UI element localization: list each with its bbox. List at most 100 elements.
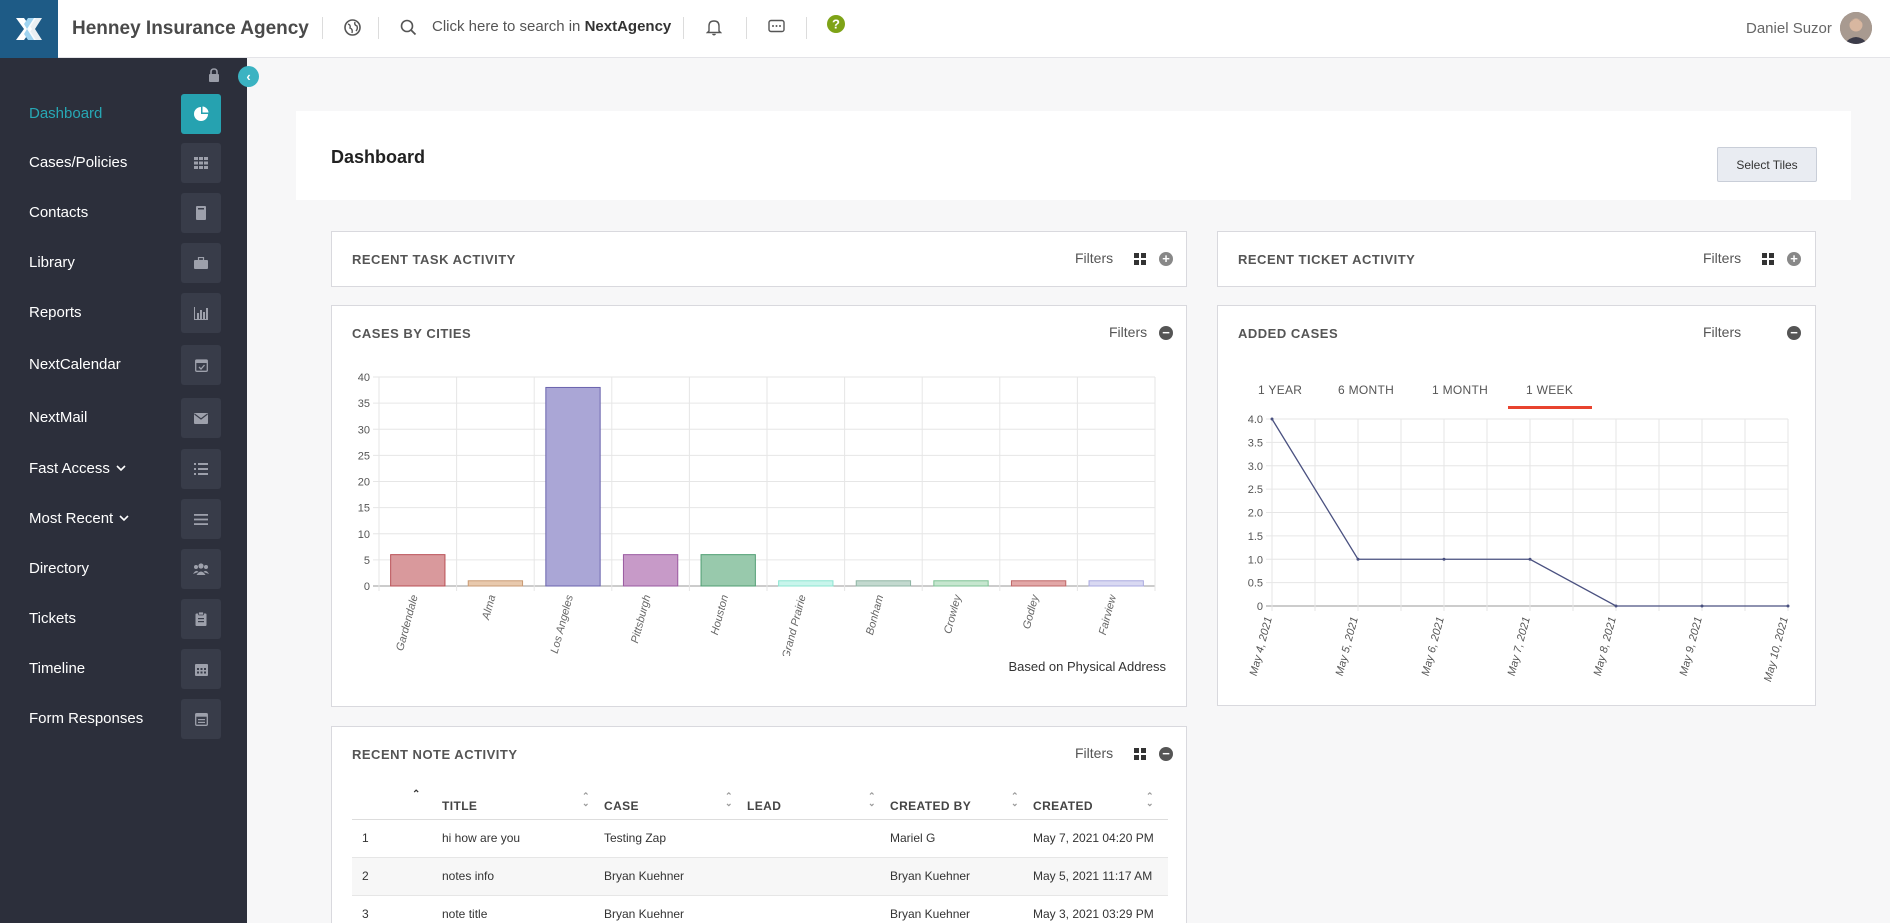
clipboard-icon (181, 599, 221, 639)
data-point[interactable] (1356, 557, 1360, 561)
filters-link[interactable]: Filters (1075, 250, 1114, 266)
x-tick-label: Fairview (1097, 593, 1119, 637)
bar[interactable] (390, 554, 446, 587)
sidebar-item-nextmail[interactable]: NextMail (0, 397, 247, 439)
sidebar-item-form-responses[interactable]: Form Responses (0, 698, 247, 740)
data-point[interactable] (1786, 604, 1790, 608)
data-point[interactable] (1528, 557, 1532, 561)
x-tick-label: May 6, 2021 (1420, 616, 1447, 678)
y-tick-label: 35 (358, 398, 370, 410)
collapse-icon[interactable]: − (1159, 747, 1173, 761)
avatar[interactable] (1840, 12, 1872, 44)
bar[interactable] (1010, 580, 1067, 587)
note-title[interactable]: notes info (442, 857, 604, 896)
bar[interactable] (855, 580, 912, 587)
tile-title: RECENT TICKET ACTIVITY (1238, 252, 1416, 267)
column-header-case[interactable]: CASE ⌃ ⌄ (604, 785, 747, 820)
pie-chart-icon (181, 94, 221, 134)
globe-icon[interactable] (344, 19, 361, 41)
note-case[interactable]: Bryan Kuehner (604, 895, 747, 923)
search-icon[interactable] (400, 19, 417, 41)
range-tab-1-year[interactable]: 1 YEAR (1258, 383, 1303, 397)
sort-icon: ⌃ ⌄ (1011, 791, 1019, 808)
x-tick-label: May 10, 2021 (1762, 616, 1791, 683)
add-icon[interactable]: + (1159, 252, 1173, 266)
table-row[interactable]: 1 hi how are you Testing Zap Mariel G Ma… (352, 819, 1168, 858)
notes-table: ⌃ TITLE ⌃ ⌄ CASE ⌃ ⌄ LEAD ⌃ ⌄ CREATED BY ⌃ ⌄ CRE… (352, 785, 1168, 923)
column-header-title[interactable]: TITLE ⌃ ⌄ (442, 785, 604, 820)
lock-icon[interactable] (208, 68, 220, 87)
filters-link[interactable]: Filters (1703, 250, 1742, 266)
note-title[interactable]: note title (442, 895, 604, 923)
note-case[interactable]: Bryan Kuehner (604, 857, 747, 896)
y-tick-label: 2.5 (1248, 484, 1263, 496)
filters-link[interactable]: Filters (1075, 745, 1114, 761)
sidebar-item-contacts[interactable]: Contacts (0, 192, 247, 234)
search-bar[interactable]: Click here to search in NextAgency (432, 18, 671, 35)
x-tick-label: May 4, 2021 (1248, 616, 1275, 678)
column-header-created[interactable]: CREATED ⌃ ⌄ (1033, 785, 1168, 820)
note-case[interactable]: Testing Zap (604, 819, 747, 858)
collapse-icon[interactable]: − (1787, 326, 1801, 340)
column-header-created-by[interactable]: CREATED BY ⌃ ⌄ (890, 785, 1033, 820)
help-icon[interactable]: ? (827, 15, 845, 38)
note-title[interactable]: hi how are you (442, 819, 604, 858)
username[interactable]: Daniel Suzor (1746, 20, 1832, 37)
data-point[interactable] (1700, 604, 1704, 608)
filters-link[interactable]: Filters (1703, 324, 1742, 340)
data-point[interactable] (1270, 417, 1274, 421)
grid-view-icon[interactable] (1762, 253, 1774, 265)
y-tick-label: 0.5 (1248, 578, 1263, 590)
divider (806, 17, 807, 39)
data-point[interactable] (1442, 557, 1446, 561)
table-row[interactable]: 2 notes info Bryan Kuehner Bryan Kuehner… (352, 857, 1168, 896)
bar[interactable] (700, 554, 756, 587)
x-tick-label: May 8, 2021 (1592, 616, 1619, 678)
sidebar-item-label: Fast Access (29, 460, 110, 477)
column-label: TITLE (442, 798, 478, 813)
bar[interactable] (622, 554, 679, 587)
sidebar-item-tickets[interactable]: Tickets (0, 598, 247, 640)
table-row[interactable]: 3 note title Bryan Kuehner Bryan Kuehner… (352, 895, 1168, 923)
range-tab-6-month[interactable]: 6 MONTH (1338, 383, 1395, 397)
form-icon (181, 699, 221, 739)
bar[interactable] (933, 580, 989, 587)
note-lead (747, 819, 890, 858)
y-tick-label: 2.0 (1248, 508, 1263, 520)
y-tick-label: 0 (1257, 601, 1263, 613)
sidebar-item-timeline[interactable]: Timeline (0, 648, 247, 690)
collapse-icon[interactable]: − (1159, 326, 1173, 340)
add-icon[interactable]: + (1787, 252, 1801, 266)
bar[interactable] (545, 386, 601, 587)
grid-view-icon[interactable] (1134, 253, 1146, 265)
sidebar-item-reports[interactable]: Reports (0, 292, 247, 334)
bar[interactable] (778, 580, 834, 587)
filters-link[interactable]: Filters (1109, 324, 1148, 340)
sidebar-item-dashboard[interactable]: Dashboard (0, 93, 247, 135)
bell-icon[interactable] (705, 19, 723, 41)
ticket-activity-tile: RECENT TICKET ACTIVITY Filters + (1217, 231, 1816, 287)
chat-icon[interactable] (768, 19, 785, 40)
sidebar-item-nextcalendar[interactable]: NextCalendar (0, 344, 247, 386)
collapse-sidebar-button[interactable]: ‹ (238, 66, 259, 87)
sidebar-item-label: Most Recent (29, 510, 114, 527)
sidebar-item-label: Tickets (29, 610, 76, 627)
sidebar-item-cases-policies[interactable]: Cases/Policies (0, 142, 247, 184)
data-point[interactable] (1614, 604, 1618, 608)
column-header-lead[interactable]: LEAD ⌃ ⌄ (747, 785, 890, 820)
grid-view-icon[interactable] (1134, 748, 1146, 760)
range-tab-1-week[interactable]: 1 WEEK (1526, 383, 1574, 397)
column-header-index[interactable]: ⌃ (352, 785, 442, 820)
sidebar-item-library[interactable]: Library (0, 242, 247, 284)
y-tick-label: 40 (358, 372, 370, 384)
bar[interactable] (467, 580, 524, 587)
bar[interactable] (1088, 580, 1144, 587)
sidebar-item-fast-access[interactable]: Fast Access (0, 448, 247, 490)
sidebar-item-directory[interactable]: Directory (0, 548, 247, 590)
sidebar-item-most-recent[interactable]: Most Recent (0, 498, 247, 540)
select-tiles-button[interactable]: Select Tiles (1717, 147, 1817, 182)
users-icon (181, 549, 221, 589)
range-tab-1-month[interactable]: 1 MONTH (1432, 383, 1489, 397)
app-logo[interactable] (0, 0, 58, 58)
y-tick-label: 15 (358, 503, 370, 515)
